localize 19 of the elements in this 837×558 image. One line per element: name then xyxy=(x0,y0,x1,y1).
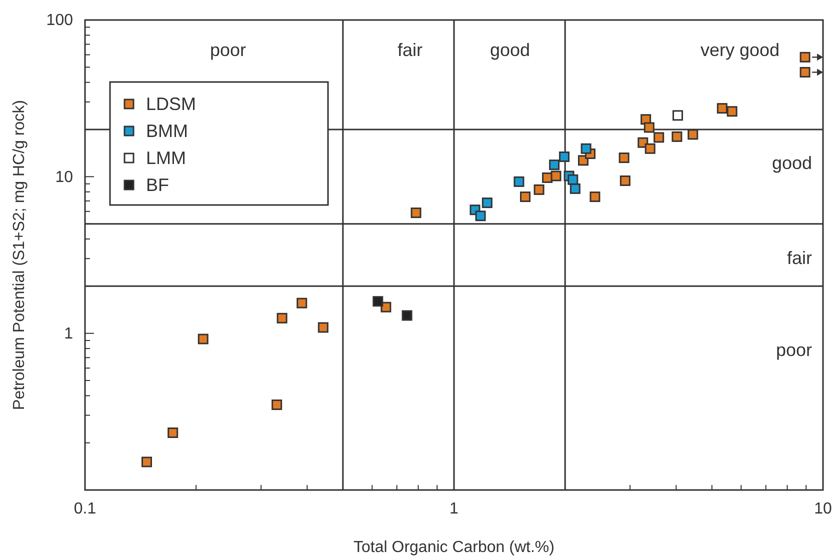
x-axis-title: Total Organic Carbon (wt.%) xyxy=(354,539,554,556)
y-tick-label: 10 xyxy=(55,168,74,186)
annotation: very good xyxy=(700,40,780,60)
annotation: good xyxy=(772,153,812,173)
x-tick-label: 10 xyxy=(814,500,832,518)
annotation: poor xyxy=(776,340,812,360)
annotation: fair xyxy=(786,248,812,268)
y-tick-label: 1 xyxy=(64,325,74,342)
x-tick-label: 0.1 xyxy=(74,500,96,518)
y-tick-label: 100 xyxy=(46,12,74,30)
legend-label: BMM xyxy=(146,121,188,141)
legend-label: BF xyxy=(146,175,170,195)
annotation: poor xyxy=(210,40,246,60)
annotation: fair xyxy=(397,40,423,60)
y-axis-title: Petroleum Potential (S1+S2; mg HC/g rock) xyxy=(11,100,28,410)
legend-label: LDSM xyxy=(146,94,196,114)
x-tick-label: 1 xyxy=(450,500,459,518)
annotation: good xyxy=(490,40,530,60)
legend-label: LMM xyxy=(146,148,186,168)
